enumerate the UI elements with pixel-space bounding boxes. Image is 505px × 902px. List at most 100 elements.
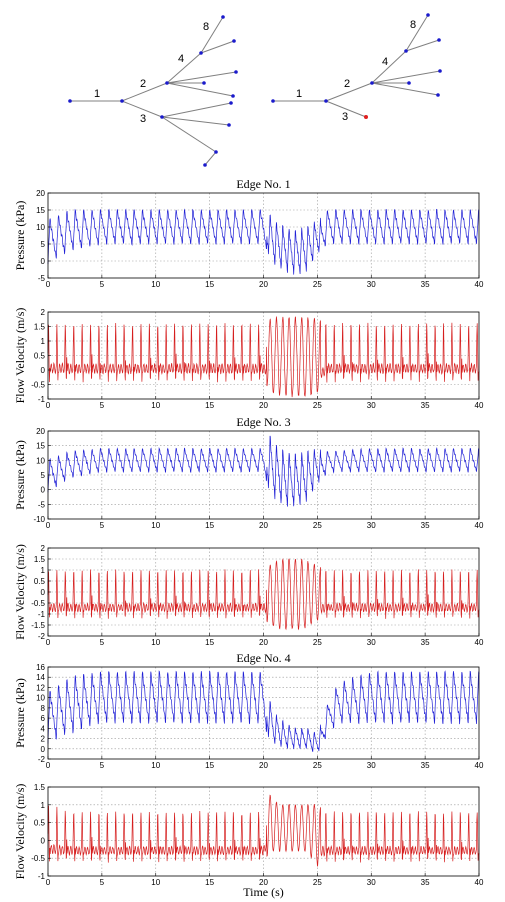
x-tick-label: 5 bbox=[100, 761, 105, 770]
y-tick-label: 16 bbox=[36, 663, 45, 672]
y-tick-label: 1.5 bbox=[34, 555, 46, 564]
tree-node bbox=[437, 38, 441, 42]
axes-frame bbox=[47, 786, 480, 877]
x-tick-label: 10 bbox=[151, 638, 160, 647]
x-tick-label: 15 bbox=[205, 761, 214, 770]
y-tick-label: -1 bbox=[38, 395, 46, 404]
y-tick-label: 2 bbox=[41, 544, 46, 553]
x-tick-label: 40 bbox=[475, 521, 484, 530]
y-tick-label: 4 bbox=[41, 724, 46, 733]
tree-edge bbox=[204, 151, 217, 166]
x-tick-label: 25 bbox=[313, 280, 322, 289]
x-tick-label: 25 bbox=[313, 638, 322, 647]
y-axis-label: Flow Velocity (m/s) bbox=[13, 308, 27, 404]
x-tick-label: 35 bbox=[421, 638, 430, 647]
x-tick-label: 30 bbox=[367, 280, 376, 289]
x-tick-label: 5 bbox=[100, 638, 105, 647]
edge-number-label: 1 bbox=[296, 88, 302, 100]
tree-node bbox=[229, 101, 233, 105]
signal-series-line bbox=[47, 435, 480, 507]
tree-node bbox=[202, 81, 206, 85]
edge-number-label: 1 bbox=[94, 88, 100, 100]
tree-node bbox=[426, 13, 430, 17]
tree-edge bbox=[405, 14, 429, 52]
y-tick-label: -2 bbox=[38, 632, 46, 641]
x-tick-label: 0 bbox=[46, 761, 51, 770]
tree-node bbox=[324, 99, 328, 103]
y-tick-label: -5 bbox=[38, 274, 46, 283]
panel-title: Edge No. 1 bbox=[236, 177, 290, 191]
y-axis-label: Flow Velocity (m/s) bbox=[13, 784, 27, 880]
y-tick-label: 1 bbox=[41, 566, 46, 575]
signal-series-line bbox=[47, 316, 480, 398]
tree-edge bbox=[121, 100, 163, 118]
y-tick-label: 12 bbox=[36, 683, 45, 692]
y-tick-label: 20 bbox=[36, 427, 45, 436]
network-tree-right: 1 2 3 4 8 bbox=[271, 13, 442, 123]
panel-title: Edge No. 4 bbox=[236, 651, 290, 665]
y-tick-label: 0 bbox=[41, 366, 46, 375]
edge-number-label: 2 bbox=[344, 78, 350, 90]
x-tick-label: 15 bbox=[205, 638, 214, 647]
tree-node bbox=[165, 81, 169, 85]
y-tick-label: 5 bbox=[41, 471, 46, 480]
x-tick-label: 10 bbox=[151, 878, 160, 887]
tree-edge bbox=[200, 40, 235, 54]
y-tick-label: -0.5 bbox=[31, 599, 45, 608]
tree-edge bbox=[161, 116, 230, 126]
tree-edge bbox=[371, 82, 439, 96]
y-axis-label: Pressure (kPa) bbox=[13, 201, 27, 271]
y-tick-label: 15 bbox=[36, 206, 45, 215]
x-tick-label: 40 bbox=[475, 878, 484, 887]
signal-series-line bbox=[47, 670, 480, 752]
edge-number-label: 2 bbox=[140, 78, 146, 90]
tree-node bbox=[404, 49, 408, 53]
plot-panel: 0 5 10 15 20 25 30 35 40-20246810121416Pressure … bbox=[13, 651, 484, 770]
y-tick-label: 0 bbox=[41, 836, 46, 845]
y-tick-label: 0.5 bbox=[34, 577, 46, 586]
x-tick-label: 10 bbox=[151, 761, 160, 770]
x-tick-label: 25 bbox=[313, 521, 322, 530]
plot-panel: 0 5 10 15 20 25 30 35 40 -10 -5 0 5 10 15 20 Pressure (k… bbox=[13, 415, 484, 530]
x-tick-label: 25 bbox=[313, 761, 322, 770]
y-tick-label: -2 bbox=[38, 755, 46, 764]
signal-series-line bbox=[47, 208, 480, 275]
plot-panel: 0 5 10 15 20 25 30 35 40 -1 -0.5 0 0.5 1 1.5 2 Flow Velo… bbox=[13, 308, 484, 410]
tree-node bbox=[436, 93, 440, 97]
y-tick-label: -1 bbox=[38, 872, 46, 881]
x-tick-label: 35 bbox=[421, 280, 430, 289]
tree-node bbox=[199, 51, 203, 55]
y-tick-label: 0.5 bbox=[34, 819, 46, 828]
x-tick-label: 40 bbox=[475, 761, 484, 770]
y-tick-label: -1 bbox=[38, 610, 46, 619]
edge-number-label: 8 bbox=[410, 19, 416, 31]
tree-node bbox=[407, 81, 411, 85]
tree-node bbox=[232, 39, 236, 43]
x-tick-label: 40 bbox=[475, 280, 484, 289]
y-tick-label: 1 bbox=[41, 337, 46, 346]
y-tick-label: 1.5 bbox=[34, 783, 46, 792]
plot-panel: 0 5 10 15 20 25 30 35 40 -2 -1.5 -1 -0.5 0 0.5 1 1.5 2 Flo… bbox=[13, 544, 484, 647]
y-axis-label: Pressure (kPa) bbox=[13, 678, 27, 748]
x-tick-label: 10 bbox=[151, 521, 160, 530]
panel-title: Edge No. 3 bbox=[236, 415, 290, 429]
x-tick-label: 5 bbox=[100, 878, 105, 887]
y-tick-label: 10 bbox=[36, 223, 45, 232]
tree-node bbox=[160, 115, 164, 119]
tree-node bbox=[234, 70, 238, 74]
signal-series-line bbox=[47, 794, 480, 868]
tree-node bbox=[231, 94, 235, 98]
y-axis-label: Flow Velocity (m/s) bbox=[13, 544, 27, 640]
x-tick-label: 0 bbox=[46, 878, 51, 887]
tree-node bbox=[227, 123, 231, 127]
tree-node-highlighted bbox=[364, 115, 368, 119]
x-tick-label: 40 bbox=[475, 638, 484, 647]
y-tick-label: 2 bbox=[41, 308, 46, 317]
tree-edge bbox=[161, 116, 217, 153]
x-tick-label: 15 bbox=[205, 280, 214, 289]
edge-number-label: 3 bbox=[342, 111, 348, 123]
x-tick-label: 25 bbox=[313, 401, 322, 410]
